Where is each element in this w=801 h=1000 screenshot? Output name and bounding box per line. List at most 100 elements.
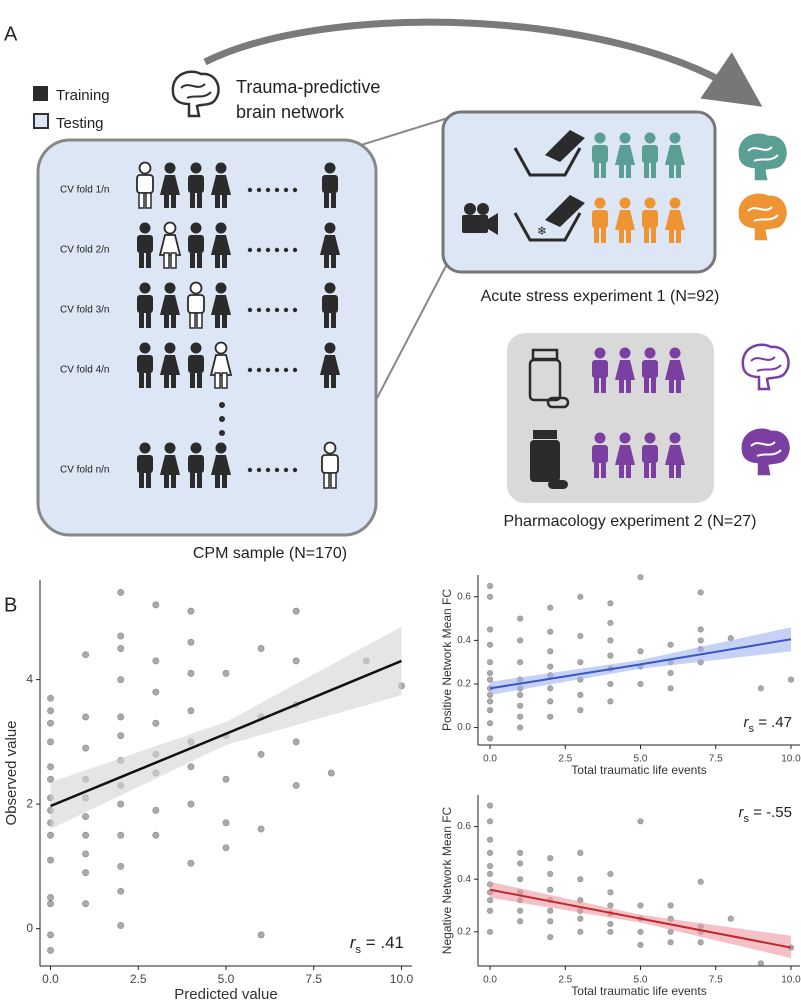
scatter-point	[577, 691, 584, 698]
scatter-point	[667, 685, 674, 692]
person-leg	[651, 463, 656, 478]
person-icon	[211, 282, 231, 328]
scatter-point	[486, 659, 494, 666]
person-leg	[669, 228, 674, 243]
scatter-point	[517, 876, 524, 883]
x-tick-label: 10.0	[781, 975, 801, 986]
y-tick-label: 0.2	[457, 926, 471, 937]
ellipsis-dot	[283, 467, 289, 473]
person-leg	[331, 313, 336, 328]
scatter-point	[577, 593, 584, 600]
brain-outline	[741, 428, 790, 476]
scatter-point	[577, 915, 584, 922]
scatter-point	[667, 641, 674, 648]
exp2-label: Pharmacology experiment 2 (N=27)	[503, 513, 756, 530]
scatter-point	[222, 819, 230, 827]
scatter-point	[187, 859, 195, 867]
ellipsis-dot	[219, 402, 225, 408]
person-leg	[669, 378, 674, 393]
person-leg	[626, 463, 631, 478]
person-leg	[324, 253, 329, 268]
scatter-point	[517, 691, 524, 698]
scatter-point	[637, 680, 644, 688]
scatter-point	[667, 939, 674, 946]
person-leg	[139, 373, 144, 388]
scatter-point	[292, 657, 300, 665]
scatter-point	[547, 628, 554, 635]
person-head	[644, 432, 656, 444]
person-leg	[594, 463, 599, 478]
ellipsis-dot	[219, 416, 225, 422]
brain-fold	[747, 206, 779, 222]
y-tick-label: 0.2	[457, 679, 471, 690]
person-leg	[644, 163, 649, 178]
scatter-point	[607, 920, 614, 928]
annotation-part: s	[744, 813, 750, 825]
ellipsis-dot	[265, 367, 271, 373]
correlation-annotation: rs = -.55	[739, 804, 792, 825]
scatter-point	[517, 849, 524, 856]
scatter-point	[486, 582, 494, 589]
person-leg	[626, 228, 631, 243]
scatter-point	[47, 900, 55, 908]
person-leg	[594, 163, 599, 178]
person-leg	[324, 313, 329, 328]
person-leg	[197, 373, 202, 388]
scatter-point	[117, 588, 125, 596]
scatter-point	[517, 637, 524, 644]
ellipsis-dot	[265, 247, 271, 253]
y-tick-label: 0.4	[457, 635, 471, 646]
person-body	[322, 175, 338, 193]
cpm-label: CPM sample (N=170)	[193, 545, 347, 562]
scatter-point	[486, 735, 494, 742]
transfer-arrow	[203, 18, 763, 107]
person-body	[211, 235, 231, 255]
scatter-point	[292, 607, 300, 615]
person-leg	[146, 373, 151, 388]
person-icon	[615, 197, 635, 243]
person-head	[139, 342, 151, 354]
scatter-point	[47, 719, 55, 727]
scatter-point	[47, 707, 55, 715]
ellipsis-dot	[283, 247, 289, 253]
pill-icon	[546, 396, 570, 409]
scatter-point	[117, 732, 125, 740]
person-leg	[676, 163, 681, 178]
scatter-point	[607, 600, 614, 607]
person-leg	[145, 192, 152, 209]
annotation-part: = .41	[361, 933, 404, 952]
person-icon	[665, 347, 685, 393]
person-body	[136, 174, 154, 194]
scatter-point	[697, 878, 704, 885]
person-body	[665, 445, 685, 465]
brain-fold	[750, 441, 782, 457]
person-leg	[644, 378, 649, 393]
person-icon	[187, 281, 205, 329]
scatter-point	[486, 641, 494, 648]
person-body	[642, 145, 658, 163]
cv-fold-label: CV fold 4/n	[60, 365, 109, 376]
person-head	[669, 132, 681, 144]
scatter-point	[757, 960, 764, 967]
person-body	[188, 355, 204, 373]
y-tick-label: 4	[26, 672, 33, 686]
scatter-point	[82, 713, 90, 721]
person-head	[164, 442, 176, 454]
network-label: Trauma-predictive	[236, 77, 380, 97]
person-leg	[644, 228, 649, 243]
brain-outline	[738, 193, 787, 241]
scatter-point	[607, 870, 614, 878]
person-body	[592, 360, 608, 378]
person-leg	[146, 313, 151, 328]
scatter-point	[547, 886, 554, 893]
scatter-point	[577, 659, 584, 666]
person-leg	[330, 472, 337, 489]
person-head	[138, 161, 152, 175]
scatter-point	[152, 806, 160, 814]
ellipsis-dot	[292, 367, 298, 373]
person-body	[158, 234, 182, 256]
person-body	[615, 360, 635, 380]
x-axis-label: Predicted value	[174, 986, 277, 1000]
person-leg	[619, 378, 624, 393]
